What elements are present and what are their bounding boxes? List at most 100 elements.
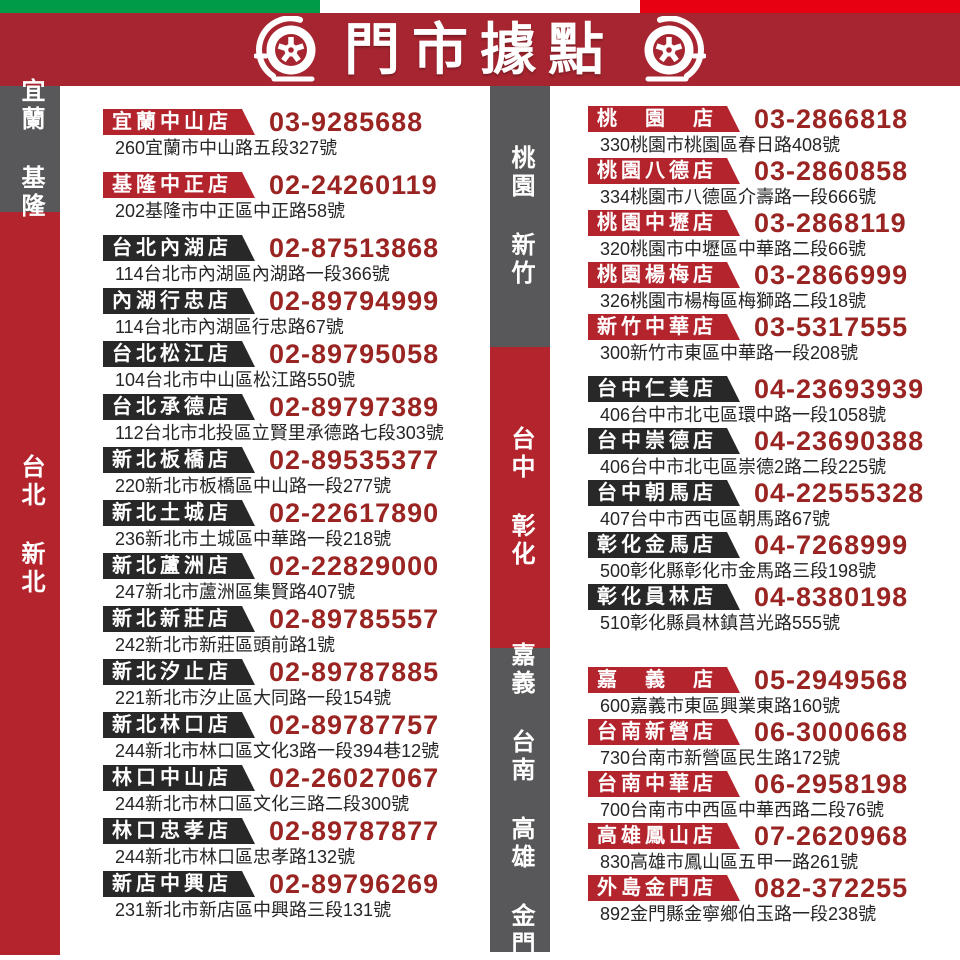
store-phone: 02-89795058 xyxy=(269,338,440,369)
region-label-taipei-newtaipei: 台北 新北 xyxy=(17,454,44,597)
store-address: 730台南市新營區民生路172號 xyxy=(600,748,841,768)
store-group: 台中仁美店 04-23693939 406台中市北屯區環中路一段1058號 台中… xyxy=(588,375,958,634)
store-address: 500彰化縣彰化市金馬路三段198號 xyxy=(600,561,877,581)
store-entry: 外島金門店 082-372255 892金門縣金寧鄉伯玉路一段238號 xyxy=(588,874,958,925)
store-name-badge: 台南中華店 xyxy=(588,771,740,797)
store-phone: 04-7268999 xyxy=(754,529,909,560)
store-name-badge: 基隆中正店 xyxy=(103,172,255,198)
store-entry: 內湖行忠店 02-89794999 114台北市內湖區行忠路67號 xyxy=(103,287,489,338)
store-name-badge: 林口忠孝店 xyxy=(103,818,255,844)
store-address: 220新北市板橋區中山路一段277號 xyxy=(115,476,392,496)
store-group: 嘉 義 店 05-2949568 600嘉義市東區興業東路160號 台南新營店 … xyxy=(588,666,958,925)
store-address: 244新北市林口區忠孝路132號 xyxy=(115,847,356,867)
store-phone: 04-23693939 xyxy=(754,373,925,404)
store-entry-head: 新北林口店 02-89787757 xyxy=(103,711,489,739)
store-entry: 桃 園 店 03-2866818 330桃園市桃園區春日路408號 xyxy=(588,105,958,156)
store-group: 宜蘭中山店 03-9285688 260宜蘭市中山路五段327號 基隆中正店 0… xyxy=(103,108,489,222)
store-entry-head: 新北新莊店 02-89785557 xyxy=(103,605,489,633)
store-entry-head: 台北內湖店 02-87513868 xyxy=(103,234,489,262)
store-column-right: 桃 園 店 03-2866818 330桃園市桃園區春日路408號 桃園八德店 … xyxy=(588,86,958,926)
region-label-yilan-keelung: 宜蘭 基隆 xyxy=(17,77,44,221)
store-phone: 02-89797389 xyxy=(269,391,440,422)
store-entry: 新北蘆洲店 02-22829000 247新北市蘆洲區集賢路407號 xyxy=(103,552,489,603)
store-address: 300新竹市東區中華路一段208號 xyxy=(600,343,859,363)
store-name-badge: 桃園中壢店 xyxy=(588,210,740,236)
store-name-badge: 桃園楊梅店 xyxy=(588,262,740,288)
store-entry: 台北內湖店 02-87513868 114台北市內湖區內湖路一段366號 xyxy=(103,234,489,285)
store-entry: 新北新莊店 02-89785557 242新北市新莊區頭前路1號 xyxy=(103,605,489,656)
store-entry-head: 新北蘆洲店 02-22829000 xyxy=(103,552,489,580)
store-entry: 林口忠孝店 02-89787877 244新北市林口區忠孝路132號 xyxy=(103,817,489,868)
store-name-badge: 林口中山店 xyxy=(103,765,255,791)
store-entry: 林口中山店 02-26027067 244新北市林口區文化三路二段300號 xyxy=(103,764,489,815)
store-name-badge: 新北林口店 xyxy=(103,712,255,738)
region-segment-taoyuan-hsinchu: 桃園 新竹 xyxy=(490,86,550,347)
store-name-badge: 外島金門店 xyxy=(588,875,740,901)
store-name-badge: 台北內湖店 xyxy=(103,235,255,261)
store-phone: 04-22555328 xyxy=(754,477,925,508)
store-entry: 桃園楊梅店 03-2866999 326桃園市楊梅區梅獅路二段18號 xyxy=(588,261,958,312)
store-phone: 05-2949568 xyxy=(754,664,909,695)
store-name-badge: 新北汐止店 xyxy=(103,659,255,685)
store-address: 334桃園市八德區介壽路一段666號 xyxy=(600,187,877,207)
store-column-left: 宜蘭中山店 03-9285688 260宜蘭市中山路五段327號 基隆中正店 0… xyxy=(103,86,489,923)
store-phone: 06-2958198 xyxy=(754,768,909,799)
store-entry-head: 新竹中華店 03-5317555 xyxy=(588,313,958,341)
store-entry: 新北林口店 02-89787757 244新北市林口區文化3路一段394巷12號 xyxy=(103,711,489,762)
store-address: 406台中市北屯區環中路一段1058號 xyxy=(600,405,887,425)
store-name-badge: 台南新營店 xyxy=(588,719,740,745)
store-address: 236新北市土城區中華路一段218號 xyxy=(115,529,392,549)
flag-white-segment xyxy=(320,0,640,13)
store-entry-head: 桃園楊梅店 03-2866999 xyxy=(588,261,958,289)
store-entry-head: 台中朝馬店 04-22555328 xyxy=(588,479,958,507)
store-phone: 02-22617890 xyxy=(269,497,440,528)
store-entry: 桃園八德店 03-2860858 334桃園市八德區介壽路一段666號 xyxy=(588,157,958,208)
region-segment-taichung-changhua: 台中 彰化 xyxy=(490,347,550,648)
store-name-badge: 彰化金馬店 xyxy=(588,532,740,558)
store-entry: 新北板橋店 02-89535377 220新北市板橋區中山路一段277號 xyxy=(103,446,489,497)
store-address: 202基隆市中正區中正路58號 xyxy=(115,201,346,221)
store-name-badge: 台中崇德店 xyxy=(588,428,740,454)
store-phone: 02-89535377 xyxy=(269,444,440,475)
store-entry: 台中仁美店 04-23693939 406台中市北屯區環中路一段1058號 xyxy=(588,375,958,426)
region-segment-chiayi-tainan-kaohsiung-kinmen: 嘉義 台南 高雄 金門 xyxy=(490,642,550,959)
store-group: 台北內湖店 02-87513868 114台北市內湖區內湖路一段366號 內湖行… xyxy=(103,234,489,921)
store-entry-head: 彰化員林店 04-8380198 xyxy=(588,583,958,611)
store-entry-head: 嘉 義 店 05-2949568 xyxy=(588,666,958,694)
region-bar-left: 宜蘭 基隆 台北 新北 xyxy=(0,78,60,955)
store-entry-head: 外島金門店 082-372255 xyxy=(588,874,958,902)
store-phone: 02-89794999 xyxy=(269,285,440,316)
store-name-badge: 桃 園 店 xyxy=(588,106,740,132)
store-phone: 03-2868119 xyxy=(754,207,907,238)
store-phone: 03-2860858 xyxy=(754,155,909,186)
store-entry-head: 新北土城店 02-22617890 xyxy=(103,499,489,527)
store-phone: 03-2866818 xyxy=(754,103,909,134)
store-entry-head: 台中崇德店 04-23690388 xyxy=(588,427,958,455)
store-phone: 02-89787877 xyxy=(269,815,440,846)
store-phone: 02-22829000 xyxy=(269,550,440,581)
store-phone: 082-372255 xyxy=(754,872,909,903)
store-entry: 彰化員林店 04-8380198 510彰化縣員林鎮莒光路555號 xyxy=(588,583,958,634)
store-entry: 新竹中華店 03-5317555 300新竹市東區中華路一段208號 xyxy=(588,313,958,364)
store-entry: 台南中華店 06-2958198 700台南市中西區中華西路二段76號 xyxy=(588,770,958,821)
store-entry-head: 台南新營店 06-3000668 xyxy=(588,718,958,746)
store-address: 407台中市西屯區朝馬路67號 xyxy=(600,509,831,529)
store-name-badge: 新北蘆洲店 xyxy=(103,553,255,579)
store-address: 406台中市北屯區崇德2路二段225號 xyxy=(600,457,887,477)
store-address: 242新北市新莊區頭前路1號 xyxy=(115,635,336,655)
store-name-badge: 新店中興店 xyxy=(103,871,255,897)
store-entry: 台中崇德店 04-23690388 406台中市北屯區崇德2路二段225號 xyxy=(588,427,958,478)
store-entry-head: 台南中華店 06-2958198 xyxy=(588,770,958,798)
store-phone: 03-5317555 xyxy=(754,311,909,342)
store-entry: 宜蘭中山店 03-9285688 260宜蘭市中山路五段327號 xyxy=(103,108,489,159)
region-label-taoyuan-hsinchu: 桃園 新竹 xyxy=(507,145,534,288)
flag-green-segment xyxy=(0,0,320,13)
store-group: 桃 園 店 03-2866818 330桃園市桃園區春日路408號 桃園八德店 … xyxy=(588,105,958,364)
store-address: 830高雄市鳳山區五甲一路261號 xyxy=(600,852,859,872)
store-name-badge: 內湖行忠店 xyxy=(103,288,255,314)
store-entry: 台中朝馬店 04-22555328 407台中市西屯區朝馬路67號 xyxy=(588,479,958,530)
store-phone: 02-89785557 xyxy=(269,603,440,634)
store-phone: 04-23690388 xyxy=(754,425,925,456)
store-entry-head: 基隆中正店 02-24260119 xyxy=(103,171,489,199)
store-address: 326桃園市楊梅區梅獅路二段18號 xyxy=(600,291,867,311)
